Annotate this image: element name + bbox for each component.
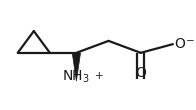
Polygon shape — [72, 53, 81, 81]
Text: −: − — [186, 36, 194, 46]
Text: O: O — [135, 66, 146, 80]
Text: NH$_3$: NH$_3$ — [63, 69, 90, 85]
Text: O: O — [174, 37, 185, 51]
Text: +: + — [95, 71, 104, 81]
